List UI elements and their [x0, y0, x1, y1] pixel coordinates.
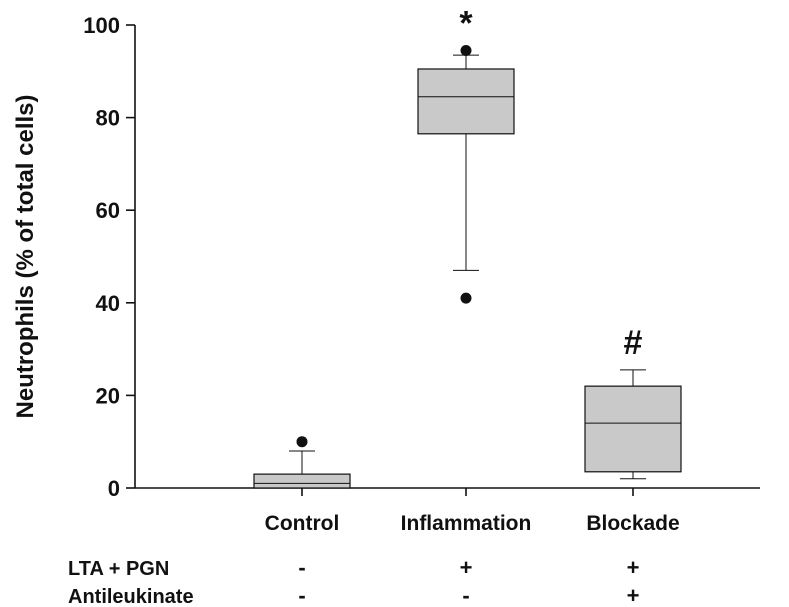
box-iqr: [253, 473, 351, 489]
y-tick-label-5: 100: [83, 13, 120, 38]
axes: 0 20 40 60 80 100: [83, 13, 760, 501]
outlier-point-0: [296, 436, 308, 448]
y-tick-label-4: 80: [96, 106, 120, 131]
condition-mark-1-0: -: [298, 583, 305, 607]
category-label-1: Inflammation: [401, 512, 532, 535]
y-tick-label-1: 20: [96, 383, 120, 408]
condition-label-0: LTA + PGN: [68, 558, 169, 580]
outlier-point-1: [460, 44, 472, 56]
condition-mark-0-0: -: [298, 555, 305, 580]
condition-mark-0-1: +: [460, 555, 473, 580]
category-label-2: Blockade: [586, 512, 679, 535]
y-tick-label-0: 0: [108, 476, 120, 501]
condition-mark-0-2: +: [627, 555, 640, 580]
box-iqr: [417, 68, 515, 135]
boxes: *#: [253, 4, 682, 489]
category-label-0: Control: [265, 512, 340, 535]
y-tick-label-2: 40: [96, 291, 120, 316]
box-control: [253, 436, 351, 489]
labels: Neutrophils (% of total cells) Control Inf…: [12, 94, 680, 607]
condition-label-1: Antileukinate: [68, 586, 194, 607]
box-blockade: #: [584, 324, 682, 480]
box-iqr: [584, 385, 682, 473]
condition-mark-1-1: -: [462, 583, 469, 607]
condition-mark-1-2: +: [627, 583, 640, 607]
box-inflammation: *: [417, 4, 515, 304]
y-tick-label-3: 60: [96, 198, 120, 223]
y-axis-label: Neutrophils (% of total cells): [12, 94, 39, 418]
significance-annotation: #: [624, 324, 643, 362]
outlier-point-0: [460, 292, 472, 304]
significance-annotation: *: [459, 4, 473, 42]
